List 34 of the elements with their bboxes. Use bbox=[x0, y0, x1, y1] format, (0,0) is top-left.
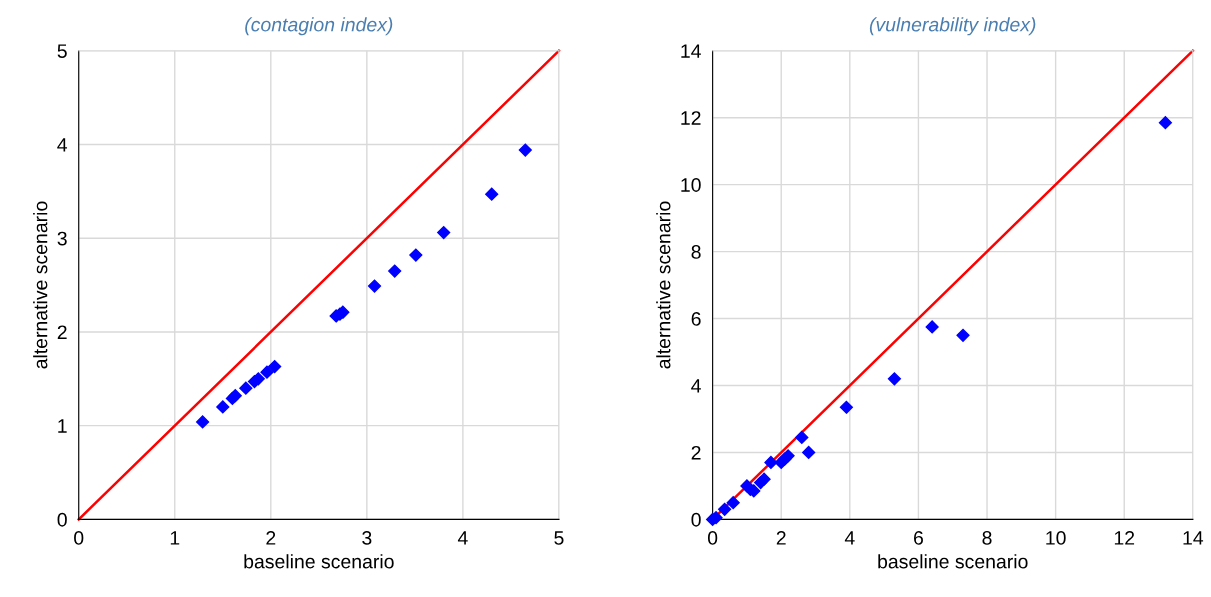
x-tick-label: 10 bbox=[1046, 531, 1066, 545]
y-tick-label: 2 bbox=[57, 325, 67, 339]
y-tick-label: 1 bbox=[58, 419, 67, 433]
y-tick-label: 4 bbox=[691, 379, 701, 393]
x-tick-label: 8 bbox=[982, 531, 992, 545]
y-tick-label: 3 bbox=[57, 231, 67, 246]
x-tick-label: 12 bbox=[1114, 531, 1135, 545]
x-tick-label: 6 bbox=[914, 531, 923, 545]
y-tick-label: 2 bbox=[691, 445, 701, 460]
y-tick-label: 6 bbox=[691, 312, 701, 326]
x-tick-label: 4 bbox=[844, 531, 855, 545]
y-tick-label: 14 bbox=[681, 44, 701, 58]
y-axis-title: alternative scenario bbox=[656, 201, 671, 369]
y-tick-label: 10 bbox=[681, 178, 701, 192]
y-tick-label: 0 bbox=[691, 512, 701, 527]
y-tick-label: 12 bbox=[681, 111, 701, 125]
y-axis-title: alternative scenario bbox=[33, 201, 48, 369]
x-tick-label: 2 bbox=[776, 531, 786, 545]
y-tick-label: 5 bbox=[57, 44, 67, 58]
x-tick-label: 2 bbox=[266, 531, 276, 545]
chart-title: (contagion index) bbox=[245, 17, 393, 36]
x-tick-label: 4 bbox=[457, 531, 468, 545]
x-axis-title: baseline scenario bbox=[878, 554, 1028, 569]
x-tick-label: 1 bbox=[170, 531, 180, 545]
x-tick-label: 0 bbox=[707, 531, 718, 545]
y-tick-label: 8 bbox=[691, 245, 701, 259]
x-axis-title: baseline scenario bbox=[244, 554, 394, 569]
chart-title: (vulnerability index) bbox=[869, 17, 1036, 36]
y-tick-label: 0 bbox=[57, 512, 67, 527]
x-tick-label: 5 bbox=[554, 531, 564, 545]
y-tick-label: 4 bbox=[57, 138, 68, 152]
x-tick-label: 14 bbox=[1183, 531, 1204, 545]
x-tick-label: 3 bbox=[362, 531, 372, 545]
x-tick-label: 0 bbox=[74, 531, 84, 545]
